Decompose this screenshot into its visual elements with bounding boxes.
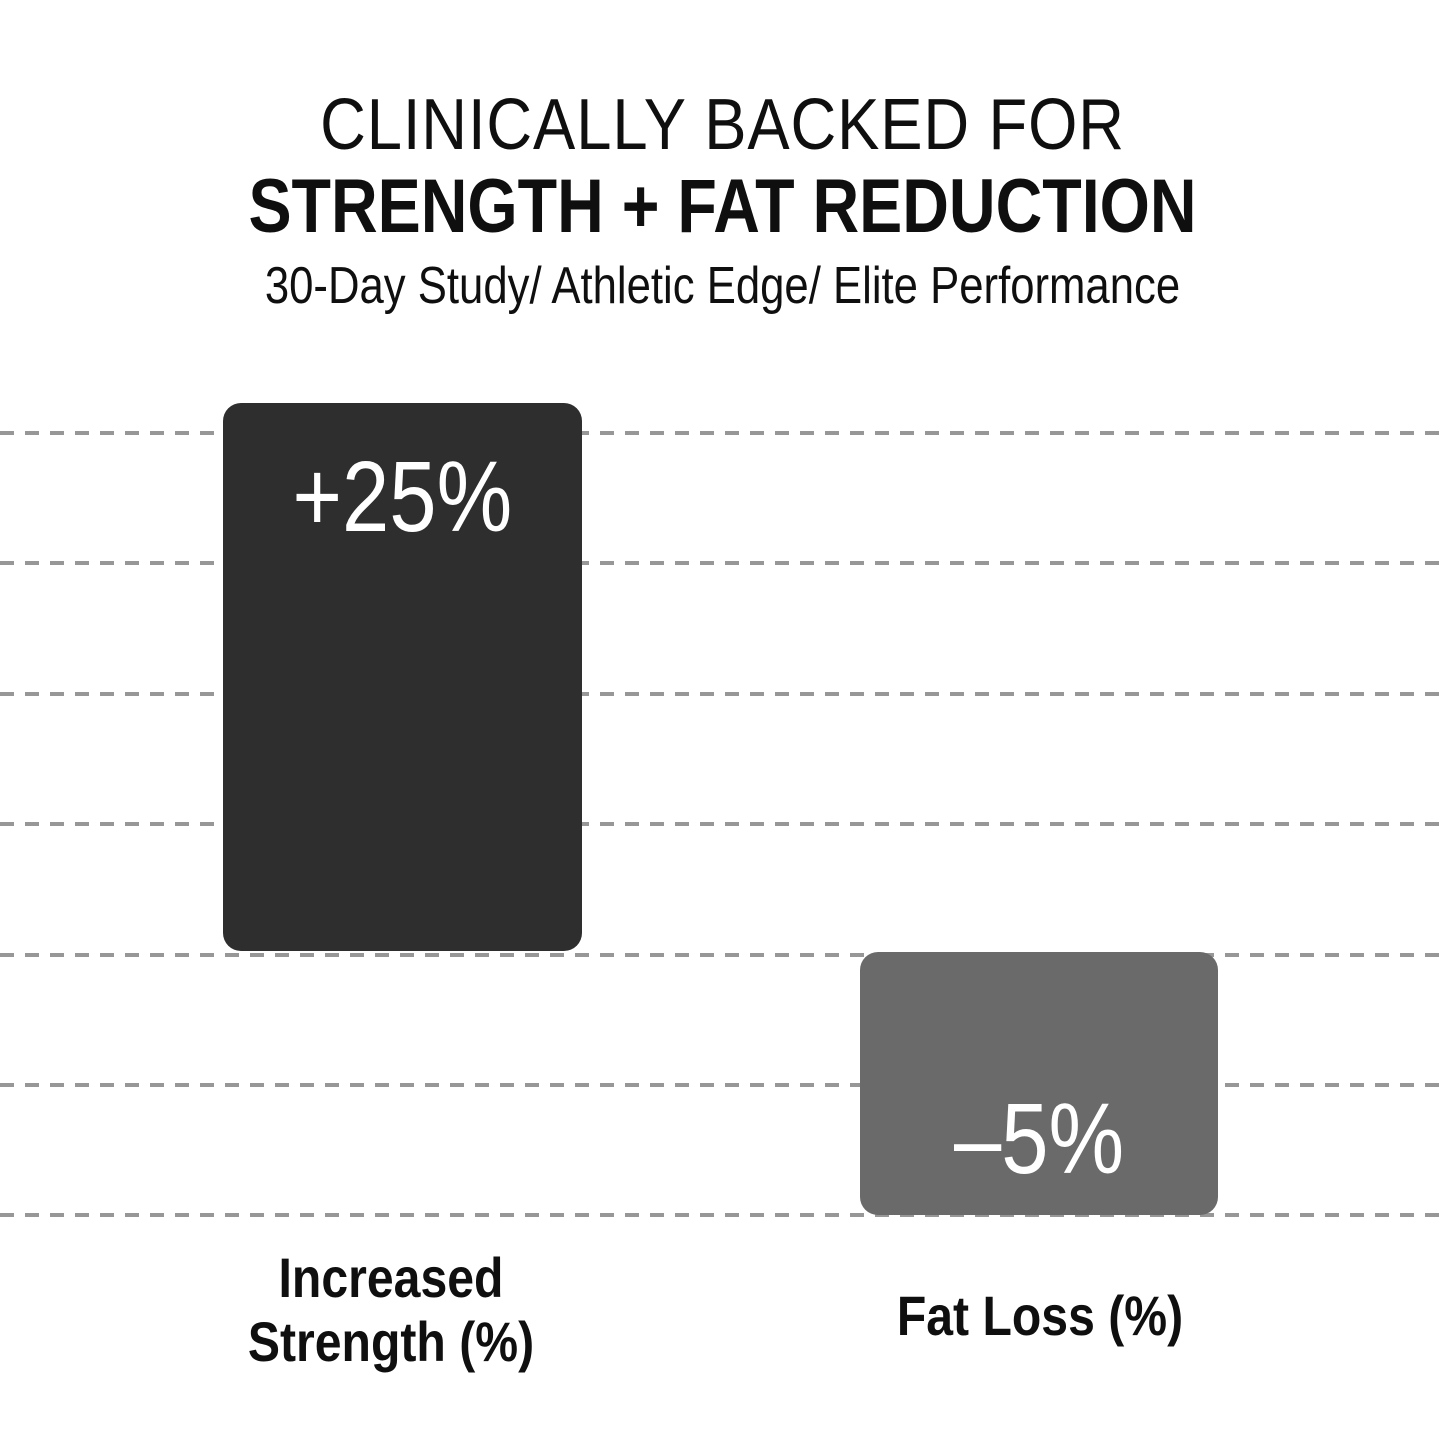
chart-title-line2: STRENGTH + FAT REDUCTION	[248, 164, 1197, 249]
bar-value-label-fat-loss: –5%	[953, 1083, 1125, 1195]
gridline	[0, 692, 1445, 696]
chart-title-line1: CLINICALLY BACKED FOR	[320, 85, 1125, 165]
gridline	[0, 1213, 1445, 1217]
bar-value-label-increased-strength: +25%	[292, 441, 513, 553]
gridline	[0, 822, 1445, 826]
bar-fat-loss: –5%	[860, 952, 1218, 1215]
gridline	[0, 561, 1445, 565]
gridline	[0, 1083, 1445, 1087]
x-axis-label-fat-loss: Fat Loss (%)	[896, 1284, 1184, 1347]
x-axis-label-increased-strength: Increased Strength (%)	[247, 1246, 535, 1373]
gridline	[0, 431, 1445, 435]
chart-subtitle: 30-Day Study/ Athletic Edge/ Elite Perfo…	[264, 257, 1181, 315]
bar-increased-strength: +25%	[223, 403, 582, 951]
gridline	[0, 953, 1445, 957]
